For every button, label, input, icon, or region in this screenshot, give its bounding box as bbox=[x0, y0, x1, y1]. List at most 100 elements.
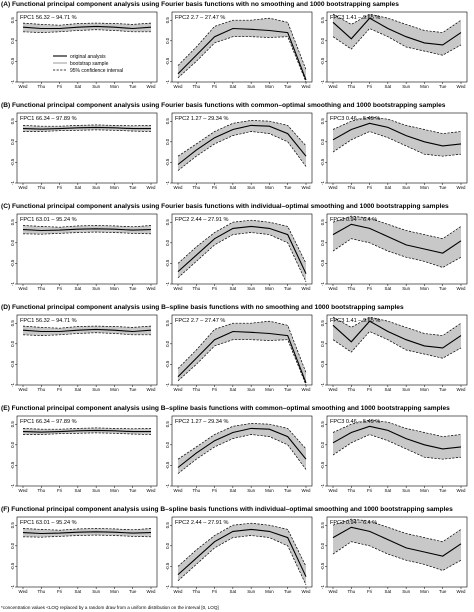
ci-lower-line bbox=[177, 131, 307, 171]
plot-frame bbox=[171, 213, 313, 285]
original-line bbox=[332, 223, 462, 254]
y-tick-label: -0.5 bbox=[10, 57, 15, 65]
x-tick-label: Tue bbox=[439, 84, 447, 89]
panel-0-2: 0.5 0.0 -0.5 -1 Wed Thu Fri Sat Sun Mon Tue Wed FPC3… bbox=[320, 11, 468, 89]
row-title: (D) Functional principal component analy… bbox=[1, 304, 404, 311]
x-tick-label: Mon bbox=[265, 488, 274, 493]
x-tick-label: Tue bbox=[129, 387, 137, 392]
x-tick-label: Wed bbox=[174, 387, 184, 392]
y-tick-label: -1 bbox=[320, 483, 325, 487]
x-tick-label: Sun bbox=[92, 286, 100, 291]
plot-frame bbox=[16, 112, 158, 184]
original-line bbox=[22, 328, 152, 333]
y-tick-label: -1 bbox=[320, 180, 325, 184]
original-line bbox=[177, 330, 307, 384]
y-tick-label: -1 bbox=[10, 483, 15, 487]
y-tick-label: -1 bbox=[10, 584, 15, 588]
y-tick-label: -1 bbox=[10, 382, 15, 386]
y-tick-label: -0.5 bbox=[10, 461, 15, 469]
row-2: (C) Functional principal component analy… bbox=[1, 203, 468, 291]
plot-frame bbox=[16, 213, 158, 285]
x-tick-label: Wed bbox=[457, 286, 467, 291]
x-tick-label: Tue bbox=[439, 185, 447, 190]
x-tick-label: Tue bbox=[129, 589, 137, 594]
x-tick-label: Fri bbox=[367, 589, 372, 594]
x-tick-label: Wed bbox=[19, 185, 29, 190]
y-tick-label: -1 bbox=[165, 483, 170, 487]
x-tick-label: Sun bbox=[247, 488, 255, 493]
x-tick-label: Wed bbox=[19, 286, 29, 291]
panel-label: FPC2 1.27 – 29.34 % bbox=[175, 116, 229, 122]
x-tick-label: Sun bbox=[247, 185, 255, 190]
panel-1-0: 0.5 0.0 -0.5 -1 Wed Thu Fri Sat Sun Mon Tue Wed FPC1… bbox=[10, 112, 158, 190]
plot-frame bbox=[326, 11, 468, 83]
x-tick-label: Wed bbox=[147, 286, 157, 291]
x-tick-label: Sat bbox=[230, 185, 237, 190]
y-tick-label: -0.5 bbox=[10, 562, 15, 570]
ci-lower-line bbox=[177, 232, 307, 283]
y-tick-label: -1 bbox=[320, 281, 325, 285]
x-tick-label: Wed bbox=[329, 488, 339, 493]
x-tick-label: Thu bbox=[37, 589, 45, 594]
x-tick-label: Tue bbox=[129, 488, 137, 493]
y-tick-label: 0.5 bbox=[10, 320, 15, 327]
y-tick-label: -0.5 bbox=[320, 461, 325, 469]
x-tick-label: Thu bbox=[192, 286, 200, 291]
x-tick-label: Tue bbox=[129, 185, 137, 190]
x-tick-label: Sat bbox=[75, 488, 82, 493]
y-tick-label: -1 bbox=[320, 79, 325, 83]
ci-lower-line bbox=[332, 131, 462, 157]
x-tick-label: Tue bbox=[284, 488, 292, 493]
x-tick-label: Tue bbox=[284, 286, 292, 291]
x-tick-label: Wed bbox=[302, 387, 312, 392]
panel-2-1: 0.5 0.0 -0.5 -1 Wed Thu Fri Sat Sun Mon Tue Wed FPC2… bbox=[165, 213, 313, 291]
y-tick-label: -0.5 bbox=[10, 158, 15, 166]
panel-3-0: 0.5 0.0 -0.5 -1 Wed Thu Fri Sat Sun Mon Tue Wed FPC1… bbox=[10, 314, 158, 392]
x-tick-label: Sun bbox=[402, 286, 410, 291]
panel-label: FPC2 2.44 – 27.91 % bbox=[175, 217, 229, 223]
panel-label: FPC3 1.41 – 9.65 % bbox=[330, 15, 380, 21]
original-line bbox=[177, 124, 307, 165]
plot-frame bbox=[326, 314, 468, 386]
y-tick-label: -0.5 bbox=[320, 360, 325, 368]
original-line bbox=[177, 225, 307, 274]
row-3: (D) Functional principal component analy… bbox=[1, 304, 468, 392]
ci-lower-line bbox=[177, 434, 307, 474]
plot-frame bbox=[171, 415, 313, 487]
row-4: (E) Functional principal component analy… bbox=[1, 405, 468, 493]
y-tick-label: -0.5 bbox=[320, 259, 325, 267]
y-tick-label: 0.5 bbox=[320, 522, 325, 529]
plot-frame bbox=[326, 415, 468, 487]
y-tick-label: -1 bbox=[165, 281, 170, 285]
x-tick-label: Wed bbox=[457, 589, 467, 594]
x-tick-label: Fri bbox=[212, 185, 217, 190]
y-tick-label: 0.5 bbox=[320, 421, 325, 428]
ci-upper-line bbox=[332, 116, 462, 134]
bootstrap-band bbox=[178, 120, 306, 171]
legend-original-label: original analysis bbox=[70, 54, 106, 60]
x-tick-label: Thu bbox=[192, 488, 200, 493]
y-tick-label: 0.0 bbox=[320, 239, 325, 246]
plot-frame bbox=[16, 11, 158, 83]
y-tick-label: 0.5 bbox=[320, 320, 325, 327]
ci-lower-line bbox=[332, 541, 462, 571]
x-tick-label: Wed bbox=[147, 589, 157, 594]
x-tick-label: Mon bbox=[420, 488, 429, 493]
x-tick-label: Tue bbox=[284, 589, 292, 594]
panel-3-1: 0.5 0.0 -0.5 -1 Wed Thu Fri Sat Sun Mon Tue Wed FPC2… bbox=[165, 314, 313, 392]
x-tick-label: Wed bbox=[147, 387, 157, 392]
original-line bbox=[177, 27, 307, 81]
x-tick-label: Mon bbox=[265, 589, 274, 594]
x-tick-label: Wed bbox=[302, 185, 312, 190]
panel-1-2: 0.5 0.0 -0.5 -1 Wed Thu Fri Sat Sun Mon Tue Wed FPC3… bbox=[320, 112, 468, 190]
y-tick-label: -0.5 bbox=[10, 259, 15, 267]
plot-frame bbox=[16, 415, 158, 487]
panel-1-1: 0.5 0.0 -0.5 -1 Wed Thu Fri Sat Sun Mon Tue Wed FPC2… bbox=[165, 112, 313, 190]
x-tick-label: Wed bbox=[19, 488, 29, 493]
panel-5-1: 0.5 0.0 -0.5 -1 Wed Thu Fri Sat Sun Mon Tue Wed FPC2… bbox=[165, 516, 313, 594]
x-tick-label: Wed bbox=[457, 84, 467, 89]
y-tick-label: -1 bbox=[165, 382, 170, 386]
bootstrap-band bbox=[178, 18, 306, 82]
x-tick-label: Mon bbox=[265, 387, 274, 392]
